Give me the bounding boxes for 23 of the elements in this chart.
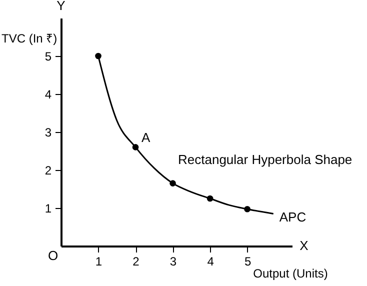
point bbox=[170, 180, 176, 186]
annotation: Rectangular Hyperbola Shape bbox=[178, 152, 352, 167]
point bbox=[132, 144, 139, 150]
y-tick-label: 1 bbox=[44, 202, 52, 216]
text: Y bbox=[56, 0, 66, 13]
x-tick-label: 4 bbox=[207, 254, 214, 268]
y-axis-title: TVC (In ₹) bbox=[2, 32, 58, 46]
x-tick-label: 1 bbox=[95, 254, 102, 268]
series-label: APC bbox=[279, 210, 306, 225]
y-tick-label: 5 bbox=[44, 50, 52, 64]
x-tick-label: 3 bbox=[170, 254, 177, 268]
annotation: A bbox=[142, 130, 151, 146]
point bbox=[95, 52, 102, 60]
y-tick-label: 4 bbox=[44, 88, 52, 102]
x-tick-label: 2 bbox=[132, 254, 140, 268]
x-axis-title: Output (Units) bbox=[253, 266, 328, 280]
x-tick-label: 5 bbox=[244, 254, 252, 268]
y-tick-label: 2 bbox=[44, 164, 52, 178]
text: O bbox=[48, 248, 58, 263]
point bbox=[244, 206, 250, 212]
point bbox=[206, 195, 214, 202]
y-tick-label: 3 bbox=[44, 126, 52, 140]
text: X bbox=[300, 238, 309, 253]
